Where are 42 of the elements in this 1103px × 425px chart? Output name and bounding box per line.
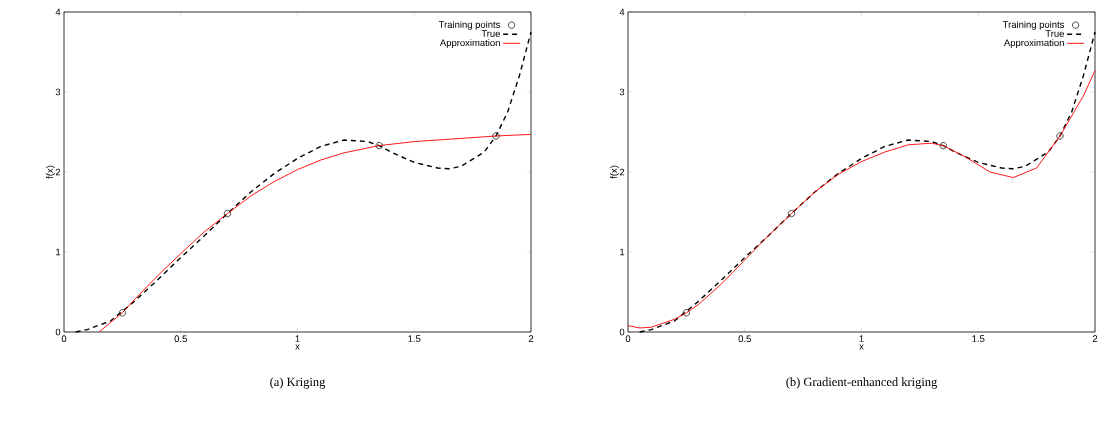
x-tick-label: 0.5: [738, 335, 751, 343]
point: [118, 309, 126, 317]
y-tick-label: 3: [55, 88, 61, 96]
point: [939, 142, 947, 150]
y-tick-label: 0: [619, 328, 625, 336]
x-axis-title: x: [295, 344, 300, 350]
legend-label: Training points: [1002, 20, 1065, 30]
point: [1056, 132, 1064, 140]
text: (a) Kriging: [270, 377, 326, 389]
x-tick-label: 1: [295, 335, 300, 342]
y-axis-title: f(x): [46, 165, 55, 179]
y-tick-label: 4: [55, 8, 61, 16]
legend-label: Approximation: [439, 39, 500, 48]
line-series: [627, 69, 1096, 329]
x-tick-label: 0.5: [174, 335, 187, 343]
line-series: [98, 133, 532, 333]
y-tick-label: 0: [55, 328, 61, 336]
x-tick-label: 1: [859, 335, 864, 342]
x-axis-title: x: [859, 344, 864, 350]
y-tick-label: 2: [619, 168, 625, 176]
y-tick-label: 1: [56, 248, 61, 256]
y-axis-title: f(x): [610, 165, 619, 179]
x-tick-label: 1.5: [408, 335, 421, 342]
point: [492, 132, 500, 140]
y-tick-label: 3: [619, 88, 625, 96]
point: [682, 309, 690, 317]
legend-label: True: [481, 30, 500, 37]
legend-label: Training points: [438, 20, 501, 30]
y-tick-label: 1: [620, 248, 625, 256]
text: (b) Gradient-enhanced kriging: [786, 377, 937, 389]
x-tick-label: 2: [1092, 335, 1098, 342]
point: [223, 210, 231, 218]
x-tick-label: 0: [625, 335, 631, 343]
x-tick-label: 0: [61, 335, 67, 343]
legend-label: True: [1045, 30, 1064, 37]
x-tick-label: 2: [528, 335, 534, 342]
point: [375, 142, 383, 150]
point: [787, 210, 796, 218]
y-tick-label: 2: [55, 168, 61, 176]
legend-label: Approximation: [1003, 39, 1064, 48]
y-tick-label: 4: [619, 8, 625, 16]
x-tick-label: 1.5: [972, 335, 985, 342]
